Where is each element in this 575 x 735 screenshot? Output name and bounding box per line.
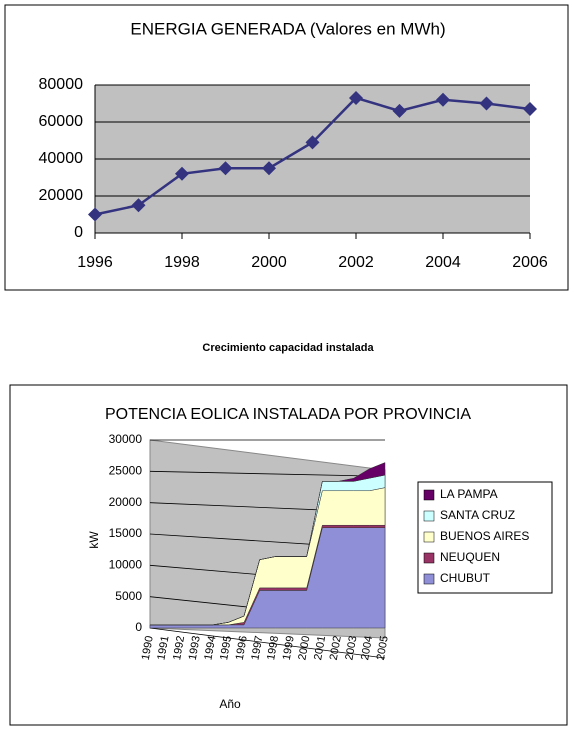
x-tick-label: 1993 bbox=[187, 635, 203, 661]
marker bbox=[262, 161, 276, 176]
y-tick-label: 0 bbox=[135, 620, 142, 634]
legend bbox=[417, 481, 553, 594]
y-tick-label: 15000 bbox=[109, 526, 143, 540]
y-tick-label: 10000 bbox=[109, 558, 143, 572]
y-tick-label: 60000 bbox=[39, 113, 84, 130]
x-tick-label: 2006 bbox=[512, 254, 548, 271]
marker bbox=[88, 207, 102, 222]
x-tick-label: 1990 bbox=[140, 635, 156, 661]
y-tick-label: 80000 bbox=[39, 76, 84, 93]
grid-line bbox=[149, 627, 386, 659]
marker bbox=[305, 135, 320, 150]
area bbox=[150, 462, 386, 626]
legend-label: SANTA CRUZ bbox=[440, 508, 515, 522]
x-tick-label: 2002 bbox=[338, 254, 374, 271]
chart-title: POTENCIA EOLICA INSTALADA POR PROVINCIA bbox=[105, 406, 471, 423]
x-tick-label: 1998 bbox=[164, 254, 200, 271]
y-tick-label: 30000 bbox=[109, 432, 143, 446]
y-tick-label: 5000 bbox=[115, 589, 142, 603]
y-axis-label: kW bbox=[87, 531, 101, 549]
x-tick-label: 2004 bbox=[359, 635, 375, 661]
x-tick-label: 2003 bbox=[343, 635, 359, 661]
y-tick-label: 20000 bbox=[39, 187, 84, 204]
marker bbox=[392, 103, 407, 118]
x-tick-label: 2000 bbox=[251, 254, 287, 271]
legend-swatch bbox=[423, 489, 435, 501]
legend-label: LA PAMPA bbox=[440, 487, 498, 501]
x-tick-label: 1994 bbox=[202, 635, 218, 661]
x-tick-label: 2000 bbox=[296, 635, 312, 661]
x-tick-label: 1992 bbox=[171, 635, 187, 661]
grid-line bbox=[149, 470, 386, 477]
chart-title: ENERGIA GENERADA (Valores en MWh) bbox=[130, 19, 445, 38]
x-tick-label: 1997 bbox=[249, 635, 265, 661]
legend-label: NEUQUEN bbox=[440, 550, 500, 564]
legend-swatch bbox=[423, 531, 435, 543]
x-tick-label: 2005 bbox=[375, 635, 391, 661]
marker bbox=[436, 92, 450, 107]
x-tick-label: 1998 bbox=[265, 635, 281, 661]
y-tick-label: 20000 bbox=[109, 495, 143, 509]
x-tick-label: 2004 bbox=[425, 254, 461, 271]
x-tick-label: 2002 bbox=[328, 635, 344, 661]
legend-label: CHUBUT bbox=[440, 571, 491, 585]
x-tick-label: 1999 bbox=[281, 635, 297, 661]
marker bbox=[131, 198, 146, 213]
marker bbox=[479, 96, 494, 111]
x-tick-label: 1995 bbox=[218, 635, 234, 661]
legend-swatch bbox=[423, 510, 435, 522]
caption: Crecimiento capacidad instalada bbox=[202, 342, 374, 354]
x-tick-label: 1991 bbox=[155, 635, 171, 661]
legend-swatch bbox=[423, 552, 435, 564]
y-tick-label: 25000 bbox=[109, 464, 143, 478]
x-tick-label: 1996 bbox=[234, 635, 250, 661]
x-tick-label: 2001 bbox=[312, 635, 328, 661]
marker bbox=[175, 166, 189, 181]
y-tick-label: 0 bbox=[74, 224, 83, 241]
legend-label: BUENOS AIRES bbox=[440, 529, 529, 543]
marker bbox=[349, 90, 363, 105]
x-axis-label: Año bbox=[219, 697, 241, 711]
legend-swatch bbox=[423, 573, 435, 585]
marker bbox=[218, 161, 233, 176]
marker bbox=[523, 102, 537, 117]
y-tick-label: 40000 bbox=[39, 150, 84, 167]
x-tick-label: 1996 bbox=[77, 254, 113, 271]
